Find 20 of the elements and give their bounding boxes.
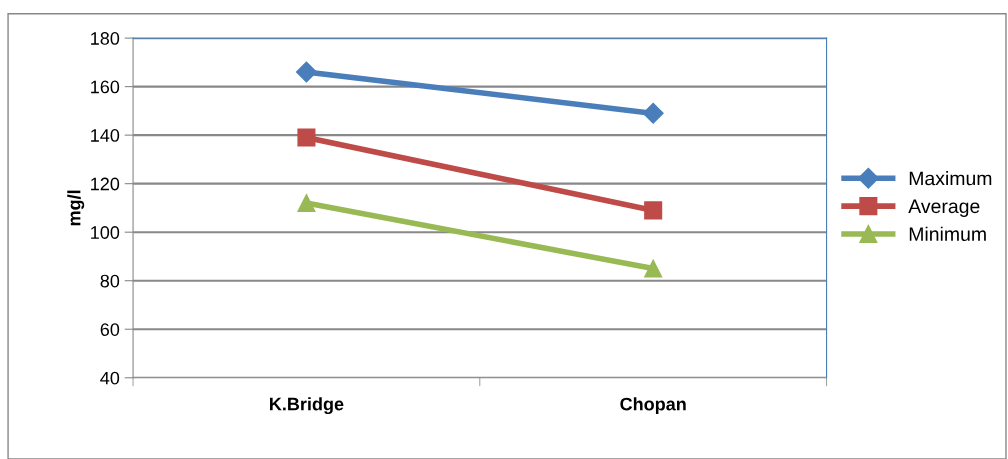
y-tick-label: 60 [100, 323, 120, 336]
y-axis-title: mg/l [67, 190, 85, 226]
point [644, 201, 663, 220]
legend-label: Average [908, 199, 980, 217]
y-tick-label: 40 [100, 371, 120, 385]
point [297, 128, 316, 147]
point [295, 61, 317, 83]
x-tick-label: K.Bridge [270, 397, 344, 415]
point [297, 194, 316, 213]
y-tick-label: 120 [91, 177, 120, 191]
y-tick-label: 180 [91, 32, 120, 45]
x-tick-label: Chopan [620, 397, 686, 415]
point [644, 259, 663, 278]
y-tick-label: 100 [91, 226, 120, 239]
y-tick-label: 160 [91, 80, 120, 94]
point [642, 102, 664, 124]
y-tick-label: 140 [91, 129, 120, 142]
legend-label: Minimum [909, 226, 986, 241]
legend-label: Maximum [909, 171, 992, 186]
y-tick-label: 80 [100, 274, 120, 288]
